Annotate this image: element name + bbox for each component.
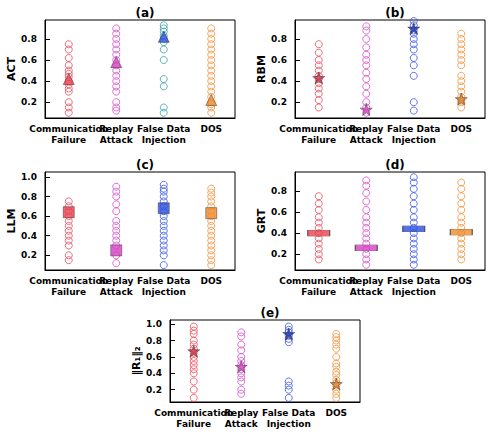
svg-text:Communication: Communication [279, 276, 358, 286]
svg-text:Failure: Failure [301, 135, 336, 145]
svg-text:(a): (a) [135, 6, 154, 20]
svg-text:Replay: Replay [99, 276, 133, 286]
svg-text:Failure: Failure [176, 419, 211, 429]
svg-text:0.2: 0.2 [146, 385, 162, 395]
svg-text:0.6: 0.6 [21, 211, 37, 221]
svg-text:Injection: Injection [142, 287, 186, 297]
svg-text:0.2: 0.2 [21, 250, 37, 260]
svg-text:Failure: Failure [51, 287, 86, 297]
svg-text:Communication: Communication [29, 124, 108, 134]
svg-text:ACT: ACT [5, 56, 18, 81]
svg-text:DOS: DOS [200, 124, 222, 134]
svg-text:Attack: Attack [100, 287, 134, 297]
svg-text:Failure: Failure [51, 135, 86, 145]
svg-text:DOS: DOS [325, 408, 347, 418]
svg-text:0.8: 0.8 [271, 186, 287, 196]
svg-text:DOS: DOS [450, 276, 472, 286]
svg-text:1.0: 1.0 [21, 172, 37, 182]
svg-text:RBM: RBM [255, 55, 268, 83]
svg-text:(c): (c) [136, 158, 154, 172]
svg-text:0.8: 0.8 [21, 34, 37, 44]
svg-text:False Data: False Data [262, 408, 315, 418]
svg-text:Replay: Replay [349, 276, 383, 286]
svg-text:Injection: Injection [142, 135, 186, 145]
svg-text:0.4: 0.4 [21, 231, 37, 241]
svg-text:0.4: 0.4 [146, 368, 162, 378]
svg-text:(b): (b) [385, 6, 405, 20]
svg-text:DOS: DOS [450, 124, 472, 134]
svg-text:Communication: Communication [279, 124, 358, 134]
svg-text:False Data: False Data [387, 124, 440, 134]
svg-text:False Data: False Data [137, 276, 190, 286]
svg-text:Attack: Attack [350, 287, 384, 297]
svg-text:Attack: Attack [225, 419, 259, 429]
svg-text:0.6: 0.6 [21, 55, 37, 65]
svg-text:0.2: 0.2 [21, 97, 37, 107]
svg-text:1.0: 1.0 [146, 319, 162, 329]
svg-text:False Data: False Data [387, 276, 440, 286]
svg-text:Communication: Communication [154, 408, 233, 418]
svg-text:0.6: 0.6 [271, 55, 287, 65]
svg-text:0.4: 0.4 [271, 228, 287, 238]
svg-text:Attack: Attack [100, 135, 134, 145]
svg-text:Communication: Communication [29, 276, 108, 286]
svg-text:Injection: Injection [267, 419, 311, 429]
svg-text:DOS: DOS [200, 276, 222, 286]
svg-text:0.6: 0.6 [146, 352, 162, 362]
svg-text:Attack: Attack [350, 135, 384, 145]
svg-text:0.8: 0.8 [271, 34, 287, 44]
svg-text:Replay: Replay [99, 124, 133, 134]
svg-text:(d): (d) [385, 158, 405, 172]
svg-text:0.4: 0.4 [271, 76, 287, 86]
svg-text:‖R₁‖₂: ‖R₁‖₂ [130, 346, 143, 375]
svg-text:0.2: 0.2 [271, 249, 287, 259]
svg-text:LLM: LLM [5, 209, 18, 234]
svg-text:0.8: 0.8 [21, 192, 37, 202]
svg-text:(e): (e) [260, 306, 279, 320]
svg-text:Failure: Failure [301, 287, 336, 297]
svg-text:False Data: False Data [137, 124, 190, 134]
svg-text:GRT: GRT [255, 208, 268, 233]
svg-text:0.2: 0.2 [271, 97, 287, 107]
svg-text:Injection: Injection [392, 287, 436, 297]
svg-text:0.6: 0.6 [271, 207, 287, 217]
svg-text:Replay: Replay [349, 124, 383, 134]
svg-text:Injection: Injection [392, 135, 436, 145]
svg-text:0.4: 0.4 [21, 76, 37, 86]
svg-text:Replay: Replay [224, 408, 258, 418]
svg-text:0.8: 0.8 [146, 336, 162, 346]
